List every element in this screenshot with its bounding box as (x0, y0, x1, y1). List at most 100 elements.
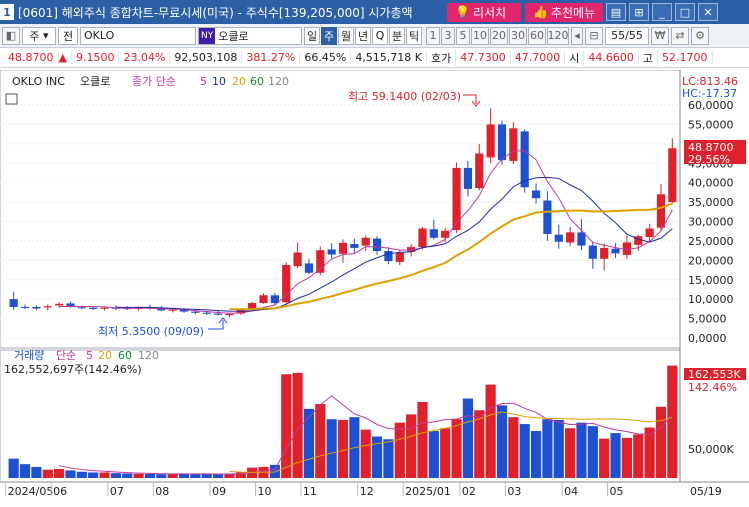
price-y-tick: 55,0000 (688, 118, 734, 131)
chart-area[interactable]: 60,000055,000050,000045,000040,000035,00… (0, 69, 749, 504)
close-button[interactable]: ✕ (698, 3, 718, 21)
interval-button[interactable]: 60 (528, 26, 546, 45)
interval-button[interactable]: 5 (456, 26, 470, 45)
period-button[interactable]: 분 (389, 26, 405, 45)
interval-button[interactable]: 120 (547, 26, 569, 45)
maximize-button[interactable]: □ (675, 3, 695, 21)
thumb-up-icon: 👍 (533, 5, 548, 19)
volume-tag-bg (684, 368, 746, 380)
candle-body (225, 313, 234, 316)
interval-button[interactable]: 10 (471, 26, 489, 45)
volume-bar (19, 464, 31, 478)
scroll-left-button[interactable]: ◂ (571, 26, 583, 45)
volume-bar (76, 471, 87, 478)
grid-toggle-icon[interactable] (5, 93, 18, 105)
candle-body (486, 124, 495, 158)
volume-bar (65, 470, 76, 478)
candle-body (611, 248, 620, 254)
name-field[interactable]: NY 오클로 (198, 26, 302, 45)
period-config-icon[interactable]: ⊟ (585, 26, 603, 45)
interval-button[interactable]: 20 (490, 26, 508, 45)
volume-bar (54, 469, 65, 478)
interval-button[interactable]: 1 (426, 26, 440, 45)
x-axis-label: 08 (155, 485, 169, 498)
candle-body (327, 249, 336, 255)
volume-bar (394, 422, 405, 478)
volume-bar (42, 469, 53, 478)
candle-body (634, 236, 643, 245)
candle-body (191, 311, 200, 313)
candle-body (282, 264, 291, 303)
candle-body (543, 200, 552, 234)
x-axis-label: 04 (564, 485, 578, 498)
candle-body (554, 234, 563, 242)
candle-body (20, 306, 30, 308)
candle-body (55, 303, 64, 306)
candle-body (395, 252, 404, 262)
candle-body (429, 229, 438, 238)
candle-body (43, 306, 52, 308)
volume-bar (212, 474, 224, 478)
type-select[interactable]: 전 (58, 26, 78, 45)
research-button[interactable]: 💡 리서치 (447, 2, 521, 22)
recommend-menu-button[interactable]: 👍 추천메뉴 (525, 2, 603, 22)
ma5-legend: 5 (200, 75, 207, 88)
period-button[interactable]: 월 (338, 26, 354, 45)
period-button[interactable]: 년 (355, 26, 371, 45)
window-menu-button[interactable]: ▤ (606, 3, 626, 21)
market-select[interactable]: 주 ▾ (22, 26, 56, 45)
candle-body (497, 124, 507, 161)
period-button[interactable]: 일 (304, 26, 320, 45)
candle-body (100, 307, 109, 309)
candlestick-chart[interactable]: 60,000055,000050,000045,000040,000035,00… (0, 69, 749, 504)
candle-body (566, 232, 575, 243)
x-axis-label: 10 (258, 485, 272, 498)
price-y-tick: 15,0000 (688, 274, 734, 287)
lc-label: LC:813.46 (682, 75, 738, 88)
volume-bar (621, 437, 632, 478)
price-y-tick: 20,0000 (688, 254, 734, 267)
volume-bar (31, 466, 42, 478)
candle-body (89, 307, 98, 309)
panel-toggle-icon[interactable]: ◧ (2, 26, 20, 45)
volume-bar (587, 426, 598, 478)
price-change: 9.1500 (72, 51, 120, 64)
interval-button[interactable]: 30 (509, 26, 527, 45)
settings-icon[interactable]: ⚙ (691, 26, 709, 45)
krw-toggle-icon[interactable]: ₩ (651, 26, 669, 45)
ma60-legend: 60 (250, 75, 264, 88)
interval-button[interactable]: 3 (441, 26, 455, 45)
open-label: 시 (565, 49, 585, 66)
volume-bar (224, 473, 235, 478)
vma20-line (229, 411, 673, 473)
bulb-icon: 💡 (455, 5, 470, 19)
candle-body (384, 251, 393, 262)
period-button[interactable]: 틱 (406, 26, 422, 45)
period-button[interactable]: 주 (321, 26, 337, 45)
ticker-input[interactable]: OKLO (80, 26, 196, 45)
candle-body (202, 312, 211, 314)
volume-bar (474, 410, 485, 478)
volume-bar (144, 473, 156, 478)
x-axis-label: 03 (507, 485, 521, 498)
candle-body (293, 252, 302, 267)
ma10-line (115, 176, 673, 312)
volume-ratio: 381.27% (242, 51, 301, 64)
link-icon[interactable]: ⊞ (629, 3, 649, 21)
minimize-button[interactable]: _ (652, 3, 672, 21)
period-button[interactable]: Q (372, 26, 388, 45)
price-y-tick: 25,0000 (688, 235, 734, 248)
sync-icon[interactable]: ⇄ (671, 26, 689, 45)
high-arrow-icon (463, 94, 481, 107)
candle-body (588, 245, 597, 259)
candle-body (622, 242, 631, 255)
volume-bar (337, 419, 349, 478)
candle-body (475, 153, 484, 189)
x-axis-label: 11 (303, 485, 317, 498)
vma120-legend: 120 (138, 349, 159, 362)
price-y-tick: 0,0000 (688, 332, 727, 345)
candle-body (179, 309, 189, 312)
candle-body (668, 148, 677, 203)
volume-bar (576, 422, 587, 478)
candle-body (645, 228, 654, 238)
